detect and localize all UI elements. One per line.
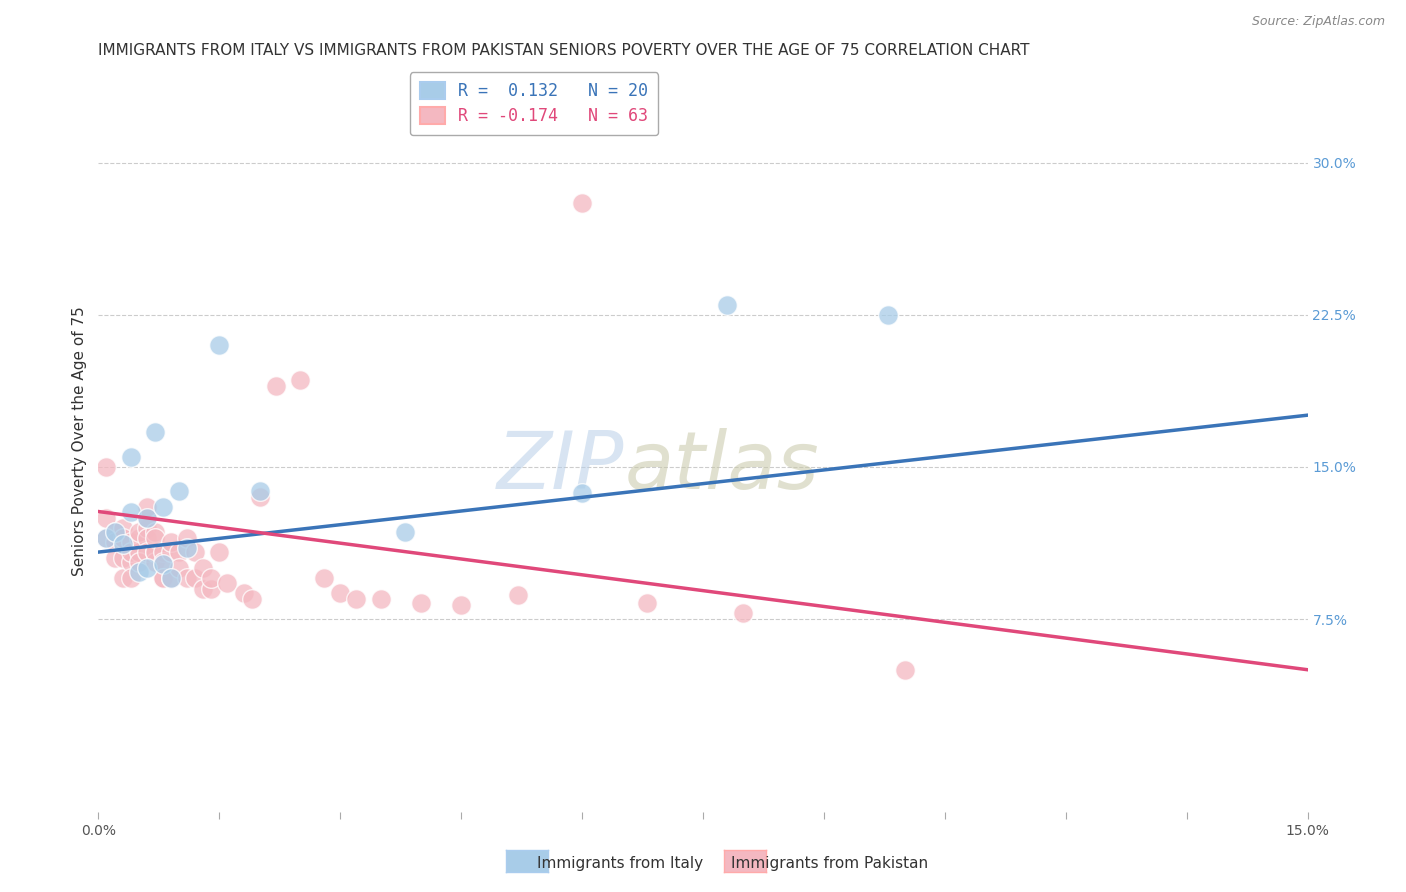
Y-axis label: Seniors Poverty Over the Age of 75: Seniors Poverty Over the Age of 75: [72, 307, 87, 576]
Point: [135, 545, 157, 559]
Point: [217, 575, 239, 590]
Point: [135, 531, 157, 545]
Point: [120, 504, 142, 518]
Point: [96, 531, 118, 545]
Point: [128, 545, 150, 559]
Point: [249, 484, 271, 499]
Point: [208, 338, 231, 352]
Point: [240, 591, 263, 606]
Point: [120, 545, 142, 559]
Point: [409, 596, 432, 610]
Legend: R =  0.132   N = 20, R = -0.174   N = 63: R = 0.132 N = 20, R = -0.174 N = 63: [409, 72, 658, 136]
Point: [143, 524, 166, 539]
Point: [96, 459, 118, 474]
Point: [111, 531, 134, 545]
Point: [128, 555, 150, 569]
Point: [111, 571, 134, 585]
Point: [571, 196, 593, 211]
Point: [733, 606, 755, 620]
Point: [135, 561, 157, 575]
Point: [877, 308, 900, 322]
Point: [232, 585, 254, 599]
Point: [143, 545, 166, 559]
Point: [135, 521, 157, 535]
Point: [128, 566, 150, 580]
Point: [120, 450, 142, 464]
Point: [506, 588, 529, 602]
Point: [103, 535, 125, 549]
Point: [249, 491, 271, 505]
Point: [193, 582, 215, 596]
Point: [160, 535, 183, 549]
Point: [167, 561, 190, 575]
Text: atlas: atlas: [624, 428, 820, 507]
Point: [167, 545, 190, 559]
Point: [176, 531, 198, 545]
Point: [152, 555, 174, 569]
Point: [143, 545, 166, 559]
Point: [288, 373, 311, 387]
Point: [120, 571, 142, 585]
Point: [184, 571, 207, 585]
Point: [264, 378, 287, 392]
Text: IMMIGRANTS FROM ITALY VS IMMIGRANTS FROM PAKISTAN SENIORS POVERTY OVER THE AGE O: IMMIGRANTS FROM ITALY VS IMMIGRANTS FROM…: [98, 43, 1031, 58]
Point: [160, 571, 183, 585]
Point: [120, 535, 142, 549]
Point: [143, 425, 166, 440]
Point: [152, 571, 174, 585]
Point: [96, 510, 118, 524]
Point: [111, 521, 134, 535]
Text: Immigrants from Pakistan: Immigrants from Pakistan: [731, 856, 928, 871]
Point: [160, 571, 183, 585]
Point: [135, 510, 157, 524]
Point: [450, 598, 472, 612]
Point: [135, 510, 157, 524]
Point: [135, 500, 157, 515]
Point: [143, 531, 166, 545]
Point: [571, 486, 593, 500]
Point: [96, 531, 118, 545]
Point: [716, 298, 738, 312]
Point: [394, 524, 416, 539]
Point: [314, 571, 336, 585]
Point: [167, 484, 190, 499]
Point: [344, 591, 367, 606]
Point: [152, 545, 174, 559]
Point: [152, 500, 174, 515]
Point: [208, 545, 231, 559]
Point: [200, 582, 222, 596]
Point: [120, 555, 142, 569]
Point: [193, 561, 215, 575]
Point: [636, 596, 658, 610]
Point: [329, 585, 352, 599]
Text: Immigrants from Italy: Immigrants from Italy: [537, 856, 703, 871]
Point: [152, 571, 174, 585]
Point: [184, 545, 207, 559]
Text: Source: ZipAtlas.com: Source: ZipAtlas.com: [1251, 15, 1385, 28]
Point: [893, 663, 915, 677]
Point: [143, 555, 166, 569]
Point: [103, 551, 125, 566]
Point: [370, 591, 392, 606]
Point: [176, 571, 198, 585]
Point: [200, 571, 222, 585]
Point: [128, 524, 150, 539]
Point: [128, 531, 150, 545]
Point: [176, 541, 198, 555]
Text: ZIP: ZIP: [498, 428, 624, 507]
Point: [111, 551, 134, 566]
Point: [152, 558, 174, 572]
Point: [103, 524, 125, 539]
Point: [160, 545, 183, 559]
Point: [111, 537, 134, 551]
Point: [103, 524, 125, 539]
